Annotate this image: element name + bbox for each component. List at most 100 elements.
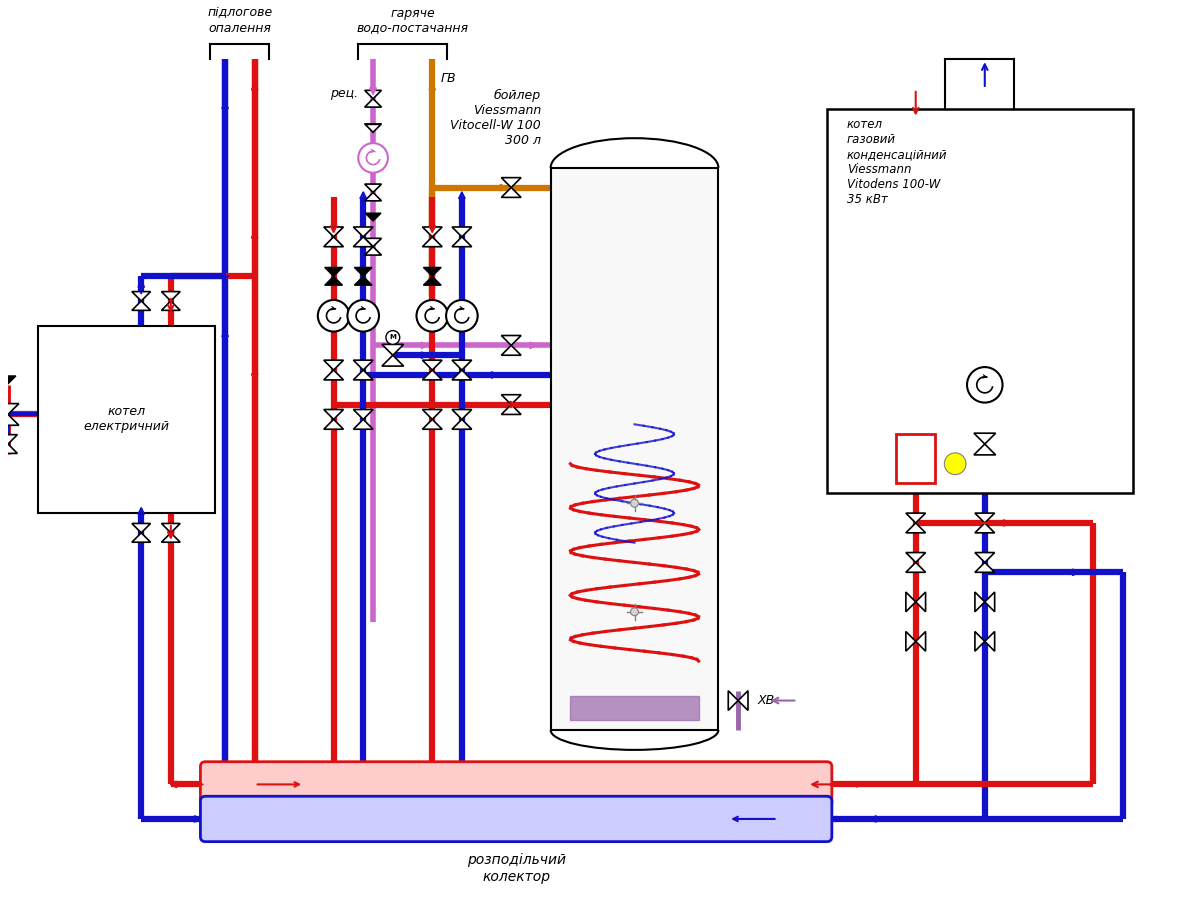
Polygon shape bbox=[365, 124, 380, 132]
Polygon shape bbox=[452, 227, 472, 237]
Polygon shape bbox=[974, 562, 995, 573]
Polygon shape bbox=[365, 192, 382, 201]
Polygon shape bbox=[906, 523, 925, 533]
Polygon shape bbox=[502, 404, 521, 414]
Polygon shape bbox=[916, 631, 925, 652]
Bar bbox=[896, 434, 936, 483]
Polygon shape bbox=[365, 90, 382, 98]
Polygon shape bbox=[502, 177, 521, 187]
Polygon shape bbox=[132, 291, 150, 301]
Text: бойлер
Viessmann
Vitocell-W 100
300 л: бойлер Viessmann Vitocell-W 100 300 л bbox=[450, 89, 541, 147]
Polygon shape bbox=[974, 444, 996, 455]
Polygon shape bbox=[324, 419, 343, 429]
Circle shape bbox=[386, 331, 400, 345]
Polygon shape bbox=[502, 335, 521, 346]
Text: рец.: рец. bbox=[330, 87, 359, 100]
Polygon shape bbox=[906, 631, 916, 652]
Polygon shape bbox=[353, 419, 373, 429]
Polygon shape bbox=[0, 403, 19, 414]
Bar bbox=[37, 325, 215, 513]
Text: підлогове
опалення: підлогове опалення bbox=[208, 6, 272, 35]
Polygon shape bbox=[985, 592, 995, 612]
Text: розподільчий
колектор: розподільчий колектор bbox=[467, 854, 565, 884]
Polygon shape bbox=[324, 227, 343, 237]
Polygon shape bbox=[974, 433, 996, 444]
Polygon shape bbox=[0, 444, 18, 453]
Polygon shape bbox=[728, 691, 738, 710]
Polygon shape bbox=[422, 360, 442, 370]
Polygon shape bbox=[422, 237, 442, 246]
FancyBboxPatch shape bbox=[200, 796, 832, 842]
Polygon shape bbox=[916, 592, 925, 612]
Polygon shape bbox=[353, 370, 373, 380]
Polygon shape bbox=[974, 552, 995, 562]
Polygon shape bbox=[324, 237, 343, 246]
Polygon shape bbox=[974, 631, 985, 652]
Circle shape bbox=[446, 300, 478, 332]
Polygon shape bbox=[0, 435, 18, 444]
Polygon shape bbox=[162, 291, 180, 301]
Polygon shape bbox=[424, 277, 442, 285]
Bar bbox=[827, 108, 1133, 494]
Text: котел
газовий
конденсаційний
Viessmann
Vitodens 100-W
35 кВт: котел газовий конденсаційний Viessmann V… bbox=[847, 119, 947, 207]
Bar bbox=[570, 696, 698, 720]
Polygon shape bbox=[502, 187, 521, 198]
Polygon shape bbox=[325, 267, 342, 277]
Polygon shape bbox=[422, 419, 442, 429]
Text: гаряче
водо-постачання: гаряче водо-постачання bbox=[356, 6, 468, 35]
Polygon shape bbox=[353, 227, 373, 237]
Circle shape bbox=[630, 499, 638, 507]
Polygon shape bbox=[422, 410, 442, 419]
Polygon shape bbox=[365, 184, 382, 192]
Polygon shape bbox=[906, 513, 925, 523]
Polygon shape bbox=[0, 376, 16, 384]
Polygon shape bbox=[324, 360, 343, 370]
Polygon shape bbox=[382, 345, 403, 356]
Polygon shape bbox=[0, 414, 19, 425]
Polygon shape bbox=[365, 238, 382, 246]
Polygon shape bbox=[452, 410, 472, 419]
Polygon shape bbox=[365, 98, 382, 108]
Polygon shape bbox=[132, 533, 150, 542]
Text: M: M bbox=[389, 335, 396, 340]
Polygon shape bbox=[354, 277, 372, 285]
Polygon shape bbox=[424, 267, 442, 277]
Circle shape bbox=[318, 300, 349, 332]
Circle shape bbox=[416, 300, 448, 332]
Polygon shape bbox=[132, 301, 150, 311]
Bar bbox=[551, 168, 719, 731]
Polygon shape bbox=[502, 394, 521, 404]
Polygon shape bbox=[354, 267, 372, 277]
Circle shape bbox=[944, 453, 966, 474]
Polygon shape bbox=[422, 227, 442, 237]
Polygon shape bbox=[906, 552, 925, 562]
Polygon shape bbox=[365, 213, 380, 221]
Polygon shape bbox=[452, 419, 472, 429]
Polygon shape bbox=[365, 246, 382, 255]
Circle shape bbox=[348, 300, 379, 332]
Text: ГВ: ГВ bbox=[440, 73, 456, 85]
Polygon shape bbox=[906, 562, 925, 573]
Polygon shape bbox=[132, 524, 150, 533]
Polygon shape bbox=[452, 360, 472, 370]
Polygon shape bbox=[738, 691, 748, 710]
Polygon shape bbox=[162, 301, 180, 311]
Text: ХВ: ХВ bbox=[758, 694, 775, 707]
Polygon shape bbox=[353, 237, 373, 246]
Polygon shape bbox=[452, 370, 472, 380]
Polygon shape bbox=[422, 370, 442, 380]
Circle shape bbox=[967, 367, 1002, 403]
Polygon shape bbox=[325, 277, 342, 285]
Polygon shape bbox=[974, 523, 995, 533]
Polygon shape bbox=[162, 524, 180, 533]
Polygon shape bbox=[353, 360, 373, 370]
Polygon shape bbox=[324, 370, 343, 380]
Polygon shape bbox=[502, 346, 521, 356]
Polygon shape bbox=[452, 237, 472, 246]
Text: котел
електричний: котел електричний bbox=[84, 405, 169, 434]
Polygon shape bbox=[324, 410, 343, 419]
Circle shape bbox=[630, 607, 638, 616]
Polygon shape bbox=[382, 356, 403, 366]
Polygon shape bbox=[974, 592, 985, 612]
Polygon shape bbox=[906, 592, 916, 612]
